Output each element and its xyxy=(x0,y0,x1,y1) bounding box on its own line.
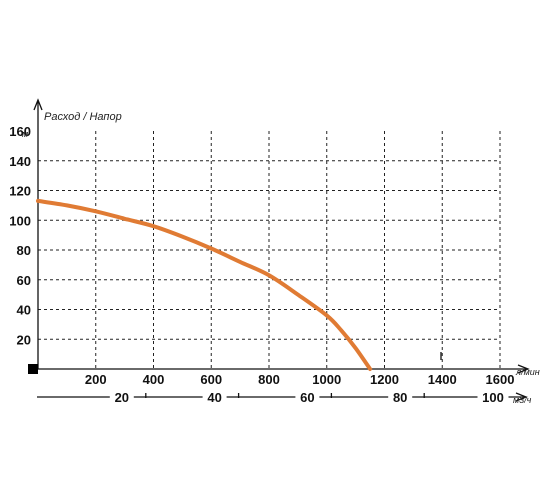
y-tick-label: 100 xyxy=(9,213,31,228)
y-axis-arrow xyxy=(33,98,43,111)
x-tick-label: 1600 xyxy=(486,372,515,387)
x2-tick-label: 20 xyxy=(115,390,129,405)
x-tick-label: 200 xyxy=(85,372,107,387)
x-tick-label: 600 xyxy=(200,372,222,387)
grid-lines xyxy=(38,131,501,369)
x-tick-label: 1400 xyxy=(428,372,457,387)
x2-tick-label: 80 xyxy=(393,390,407,405)
y-tick-label: 120 xyxy=(9,184,31,199)
x2-tick-label-bg xyxy=(388,390,413,404)
x2-axis-arrow xyxy=(515,392,528,402)
y-tick-label: 160 xyxy=(9,124,31,139)
performance-curve xyxy=(36,198,373,371)
x-tick-label: 400 xyxy=(143,372,165,387)
chart-title: Расход / Напор xyxy=(44,111,122,123)
tick-labels: 20 40 60 80 100 120 140 160 200 400 600 800 1000 1200… xyxy=(9,124,514,405)
y-tick-label: 20 xyxy=(17,332,31,347)
x2-tick-label-bg xyxy=(109,390,134,404)
x-tick-label: 800 xyxy=(258,372,280,387)
x2-tick-label-bg xyxy=(477,390,509,404)
y-tick-label: 40 xyxy=(17,303,31,318)
y-tick-label: 140 xyxy=(9,154,31,169)
x2-tick-label-bg xyxy=(295,390,320,404)
x-axis-arrow xyxy=(517,364,530,374)
x2-tick-label: 40 xyxy=(207,390,221,405)
x2-axis-unit: м3/ч xyxy=(513,395,532,405)
x-tick-label: 1200 xyxy=(370,372,399,387)
x2-tick-label: 100 xyxy=(482,390,504,405)
y-tick-label: 80 xyxy=(17,243,31,258)
x2-tick-label-bg xyxy=(202,390,227,404)
origin-marker xyxy=(28,364,38,374)
x-axis-unit: л/мин xyxy=(515,367,540,377)
series-layer xyxy=(36,198,373,371)
y-tick-label: 60 xyxy=(17,273,31,288)
y-axis-unit: м xyxy=(22,129,28,139)
x2-tick-label: 60 xyxy=(300,390,314,405)
x-tick-label: 1000 xyxy=(312,372,341,387)
